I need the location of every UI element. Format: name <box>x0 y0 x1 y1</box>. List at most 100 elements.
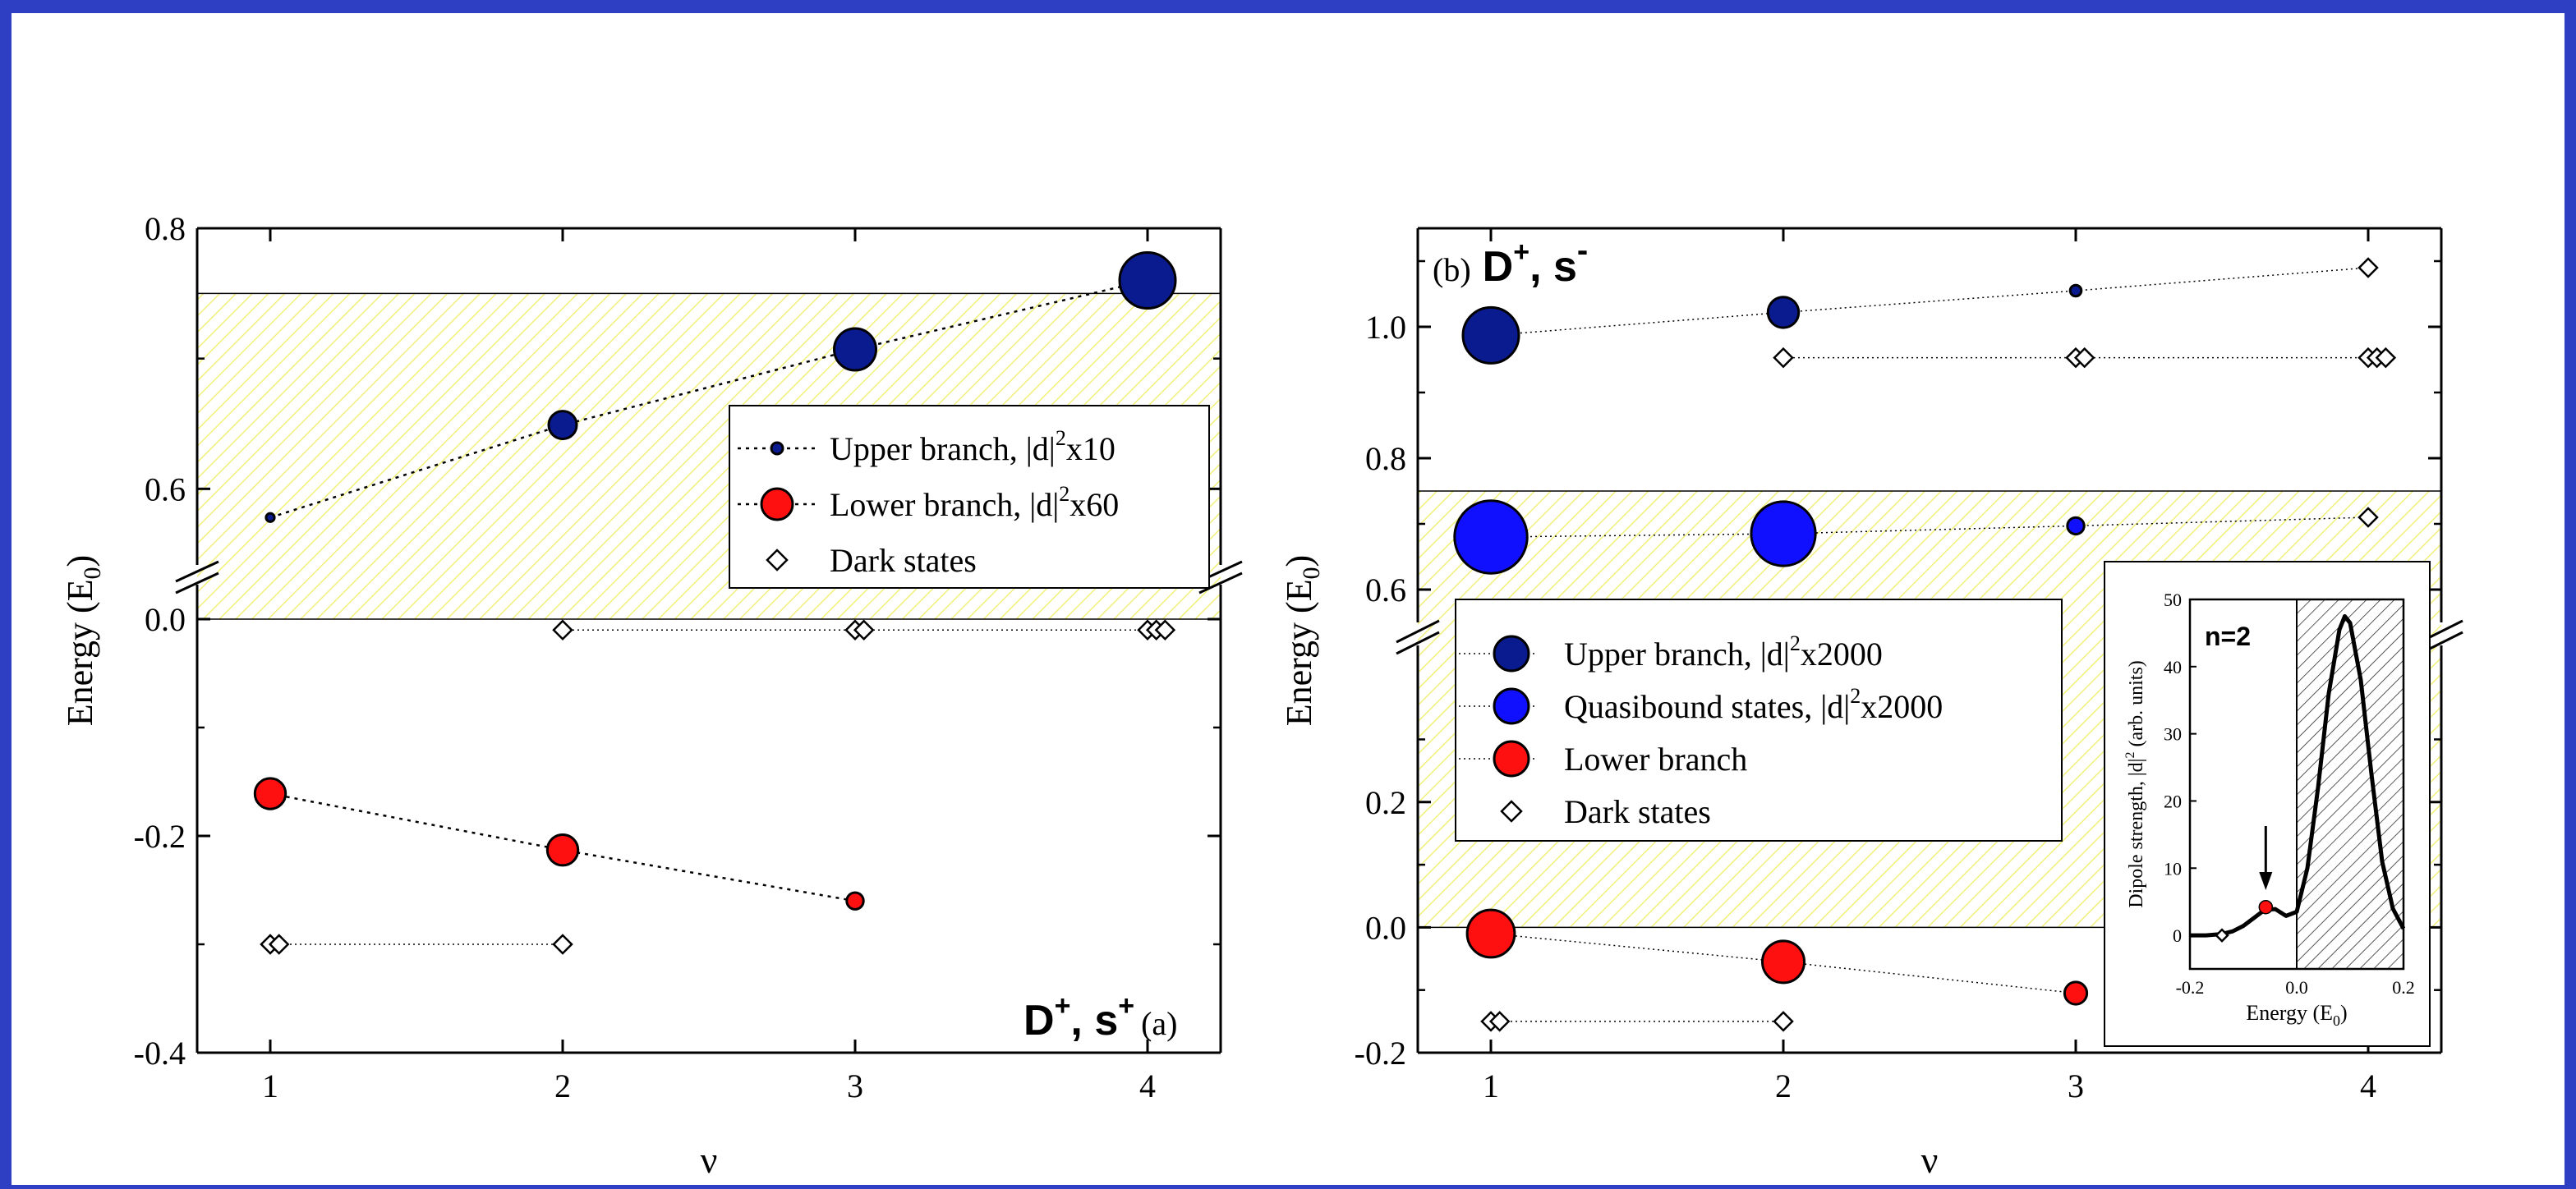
dark-state-marker <box>853 619 875 640</box>
panel-a: 1 2 3 4 -0.4 -0.2 0.0 0.6 0.8 ν Energy (E0) Upper b… <box>60 210 1243 1181</box>
legend: Upper branch, |d|2x2000 Quasibound states… <box>1455 599 2063 842</box>
inset-x-tick-label: -0.2 <box>2176 977 2205 998</box>
upper-branch-point <box>1118 250 1177 310</box>
x-tick-label: 1 <box>262 1067 278 1104</box>
dark-state-marker <box>552 934 573 955</box>
inset-y-tick-label: 0 <box>2173 925 2182 946</box>
legend-label: Quasibound states, |d|2x2000 <box>1564 684 1943 725</box>
dark-state-marker <box>552 619 573 640</box>
legend-label: Upper branch, |d|2x10 <box>830 426 1116 467</box>
panel-label: (a) <box>1141 1005 1177 1042</box>
panel-title-pol-sup: + <box>1118 990 1134 1021</box>
y-axis-title-main: Energy (E <box>60 579 100 726</box>
legend-label-main: Quasibound states, |d| <box>1564 688 1850 725</box>
lower-branch-point <box>1761 939 1806 985</box>
x-tick-label: 3 <box>2068 1067 2084 1104</box>
inset-x-tick-label: 0.2 <box>2392 977 2415 998</box>
legend-label: Lower branch, |d|2x60 <box>830 482 1119 523</box>
legend-label-suffix: x10 <box>1066 430 1116 467</box>
inset-x-title-sub: 0 <box>2333 1012 2340 1029</box>
upper-branch-point <box>833 327 877 372</box>
panel-title-state: D <box>1024 997 1055 1044</box>
y-tick-label: 0.6 <box>145 471 186 507</box>
inset-y-axis-title: Dipole strength, |d|2 (arb. units) <box>2123 660 2147 908</box>
legend-label-main: Dark states <box>830 542 977 579</box>
dark-state-marker <box>268 934 290 955</box>
y-tick-label: 0.2 <box>1365 784 1406 821</box>
x-axis-title: ν <box>1921 1139 1939 1181</box>
y-axis-title: Energy (E0) <box>1279 555 1325 726</box>
legend-label: Lower branch <box>1564 741 1747 778</box>
upper-branch-point <box>264 512 276 523</box>
x-axis-title: ν <box>701 1139 718 1181</box>
legend-marker <box>1500 800 1523 823</box>
inset-x-axis-title: Energy (E0) <box>2246 1001 2347 1029</box>
quasibound-point <box>1750 500 1817 567</box>
lower-branch-point <box>1465 908 1516 959</box>
x-tick-label: 2 <box>554 1067 571 1104</box>
axis-break-mark <box>175 560 219 583</box>
legend-marker <box>760 487 794 521</box>
y-tick-label: 0.8 <box>1365 440 1406 477</box>
upper-branch-line <box>1490 267 2369 337</box>
y-tick-label: 0.0 <box>1365 909 1406 946</box>
x-tick-label: 4 <box>1139 1067 1156 1104</box>
dark-state-marker <box>1154 619 1176 640</box>
panel-title-pol: , s <box>1070 997 1118 1044</box>
y-axis-title-sub: 0 <box>79 567 106 579</box>
quasibound-point <box>2066 516 2086 536</box>
y-tick-label: 0.6 <box>1365 572 1406 608</box>
panel-title: (b) D+, s- <box>1433 232 1588 291</box>
y-axis-title-close: ) <box>1279 555 1319 567</box>
legend-marker <box>1493 740 1530 778</box>
panel-title: D+, s+ (a) <box>1024 990 1178 1044</box>
dark-state-marker <box>1773 347 1794 369</box>
inset-y-title-sup: 2 <box>2123 752 2137 759</box>
x-tick-label: 2 <box>1775 1067 1792 1104</box>
legend-label-main: Dark states <box>1564 793 1711 830</box>
quasibound-point <box>1453 499 1529 575</box>
quasibound-line <box>1490 516 2369 538</box>
y-tick-label: 1.0 <box>1365 309 1406 346</box>
x-tick-label: 4 <box>2360 1067 2376 1104</box>
inset-hatch-region <box>2297 599 2404 969</box>
dark-state-marker <box>2073 347 2095 369</box>
inset-y-title-tail: (arb. units) <box>2126 660 2147 751</box>
inset-label: n=2 <box>2205 622 2251 651</box>
inset-y-tick-label: 10 <box>2164 858 2182 879</box>
legend-label-main: Lower branch, |d| <box>830 486 1059 523</box>
upper-branch-point <box>547 410 578 441</box>
y-tick-label: 0.8 <box>145 210 186 247</box>
dark-state-marker <box>2375 347 2397 369</box>
y-tick-label: -0.2 <box>134 818 186 855</box>
inset-x-tick-label: 0.0 <box>2285 977 2308 998</box>
inset-x-title-main: Energy (E <box>2246 1001 2333 1025</box>
inset-y-tick-label: 20 <box>2164 791 2182 811</box>
lower-branch-point <box>545 833 580 867</box>
figure-frame: 1 2 3 4 -0.4 -0.2 0.0 0.6 0.8 ν Energy (E0) Upper b… <box>12 13 2564 1185</box>
legend-label: Upper branch, |d|2x2000 <box>1564 631 1883 673</box>
inset-curve <box>2190 613 2406 938</box>
legend: Upper branch, |d|2x10 Lower branch, |d|2x… <box>729 405 1210 589</box>
lower-branch-point <box>2063 980 2089 1006</box>
upper-branch-point <box>1766 296 1801 329</box>
legend-box <box>729 405 1210 589</box>
y-axis-title-main: Energy (E <box>1279 579 1319 726</box>
inset-y-tick-label: 40 <box>2164 657 2182 677</box>
dark-state-marker <box>2358 507 2379 528</box>
lower-branch-point <box>845 891 865 911</box>
panel-title-state: D <box>1483 243 1514 291</box>
legend-label-suffix: x2000 <box>1861 688 1943 725</box>
legend-label-main: Upper branch, |d| <box>830 430 1056 467</box>
legend-label: Dark states <box>1564 793 1711 830</box>
axis-break-mark <box>1396 619 1440 644</box>
inset-y-title-main: Dipole strength, |d| <box>2126 759 2147 908</box>
lower-branch-point <box>253 777 288 810</box>
y-tick-label: -0.2 <box>1355 1035 1406 1072</box>
legend-marker <box>1493 635 1530 673</box>
panel-title-sup: + <box>1513 236 1530 268</box>
legend-label-sup: 2 <box>1850 684 1861 708</box>
axis-break-mark <box>1198 572 1243 594</box>
